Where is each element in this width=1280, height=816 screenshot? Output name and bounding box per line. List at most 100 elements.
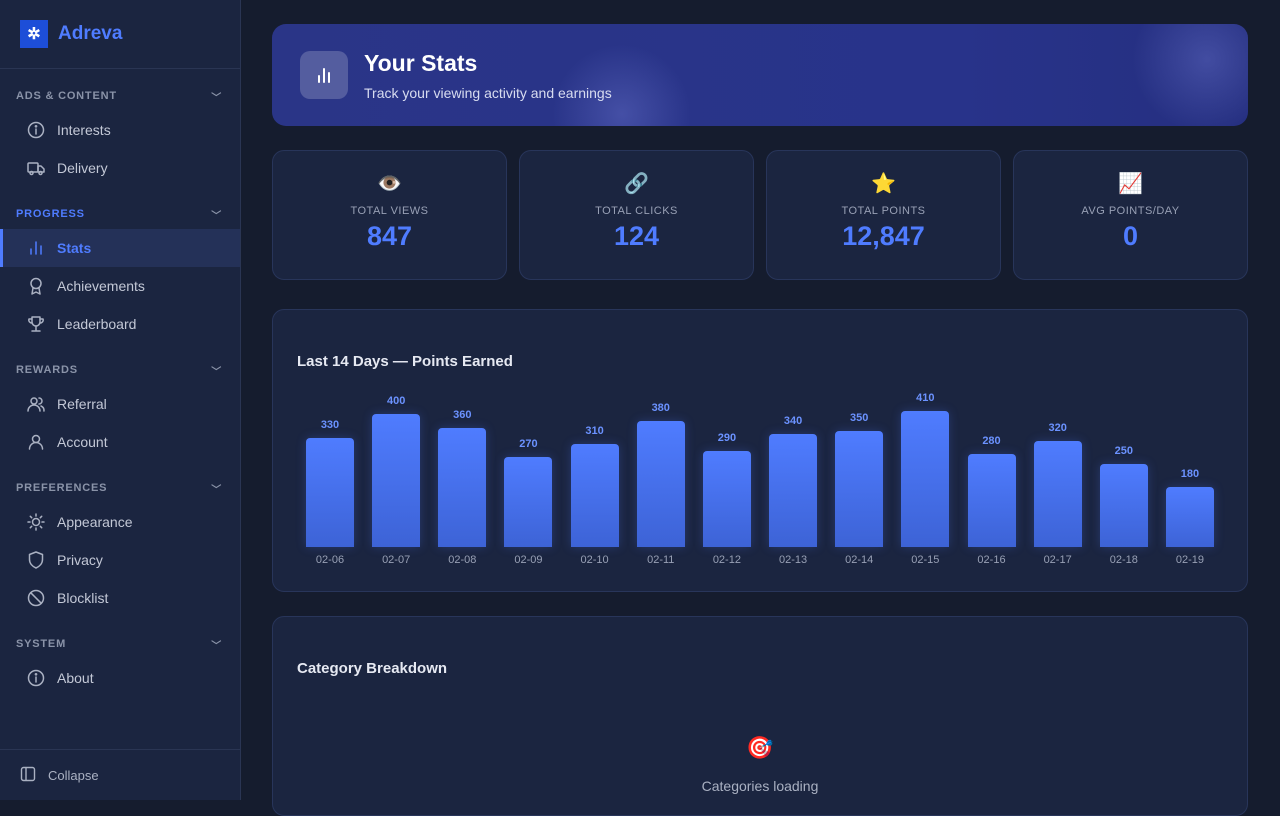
section-label: PROGRESS [16,208,85,220]
chevron-down-icon: ﹀ [211,366,222,378]
bar-02-12[interactable] [702,450,751,547]
x-tick-label: 02-08 [448,554,477,566]
bar-02-06[interactable] [306,437,354,547]
bar-02-10[interactable] [570,444,619,547]
sidebar-item-delivery[interactable]: Delivery [0,149,240,187]
sidebar: ✲ Adreva ADS & CONTENT ﹀ Interests Delivery… [0,0,241,800]
bar-02-18[interactable] [1099,464,1148,547]
sidebar-item-label: About [57,670,94,686]
stat-label: TOTAL CLICKS [595,205,678,217]
x-tick-label: 02-15 [911,554,940,566]
info-icon [26,120,46,140]
bar-value-label: 400 [386,395,406,408]
brand[interactable]: ✲ Adreva [0,0,240,69]
x-tick-label: 02-14 [845,554,874,566]
logo-icon: ✲ [20,20,48,48]
sidebar-item-blocklist[interactable]: Blocklist [0,579,240,617]
stat-emoji-icon: 🔗 [624,173,649,195]
section-header-rewards[interactable]: REWARDS ﹀ [0,359,240,381]
sidebar-item-label: Interests [57,122,111,138]
section-header-progress[interactable]: PROGRESS ﹀ [0,203,240,225]
section-header-ads-content[interactable]: ADS & CONTENT ﹀ [0,85,240,107]
section-header-system[interactable]: SYSTEM ﹀ [0,633,240,655]
bar-value-label: 350 [850,411,869,424]
x-tick-label: 02-07 [382,554,411,566]
section-label: PREFERENCES [16,482,108,494]
sidebar-item-achievements[interactable]: Achievements [0,267,240,305]
award-icon [26,276,46,296]
bar-02-13[interactable] [769,434,818,547]
sidebar-item-leaderboard[interactable]: Leaderboard [0,305,240,343]
sidebar-item-label: Leaderboard [57,316,137,332]
bar-02-16[interactable] [967,454,1016,547]
stat-label: AVG POINTS/DAY [1081,205,1180,217]
section-header-preferences[interactable]: PREFERENCES ﹀ [0,477,240,499]
stat-card-total-points: ⭐ TOTAL POINTS 12,847 [766,150,1001,280]
sidebar-item-referral[interactable]: Referral [0,385,240,423]
chevron-down-icon: ﹀ [211,210,222,222]
bar-02-08[interactable] [438,427,487,547]
bar-value-label: 320 [1048,421,1067,434]
sidebar-panel-icon [20,766,36,785]
bar-value-label: 270 [519,438,538,451]
shield-icon [26,550,46,570]
x-tick-label: 02-06 [315,554,345,566]
stat-label: TOTAL POINTS [841,205,926,217]
sidebar-item-appearance[interactable]: Appearance [0,503,240,541]
sun-icon [26,512,46,532]
sidebar-item-label: Stats [57,240,92,256]
x-tick-label: 02-11 [647,554,675,566]
sidebar-item-label: Privacy [57,552,103,568]
category-status: Categories loading [701,778,819,794]
sidebar-item-label: Delivery [57,160,108,176]
bar-02-11[interactable] [636,420,685,547]
stat-card-total-views: 👁️ TOTAL VIEWS 847 [272,150,507,280]
target-icon: 🎯 [746,735,774,760]
points-chart-panel: Last 14 Days — Points Earned 330 02-06 400… [272,309,1248,592]
bar-02-14[interactable] [835,430,884,547]
sidebar-item-about[interactable]: About [0,659,240,697]
bar-02-09[interactable] [504,457,553,547]
bar-02-19[interactable] [1165,487,1214,547]
bar-value-label: 290 [717,431,737,444]
page-title: Your Stats [364,50,478,76]
collapse-label: Collapse [48,767,99,783]
bar-02-15[interactable] [901,411,950,547]
sidebar-item-label: Account [57,434,108,450]
chevron-down-icon: ﹀ [211,640,222,652]
stat-value: 847 [366,221,413,251]
sidebar-item-stats[interactable]: Stats [0,229,240,267]
bar-chart-icon [300,51,348,99]
x-tick-label: 02-19 [1175,554,1204,566]
glow-decoration [1132,24,1248,126]
category-title: Category Breakdown [297,660,448,677]
trophy-icon [26,314,46,334]
sidebar-item-label: Achievements [57,278,145,294]
section-label: REWARDS [16,364,78,376]
stat-emoji-icon: 📈 [1118,173,1143,195]
user-icon [26,432,46,452]
section-label: SYSTEM [16,638,67,650]
x-tick-label: 02-12 [712,554,741,566]
bar-02-07[interactable] [372,414,421,547]
stat-card-avg-points-day: 📈 AVG POINTS/DAY 0 [1013,150,1248,280]
bar-value-label: 410 [916,392,935,404]
users-icon [26,394,46,414]
sidebar-nav: ADS & CONTENT ﹀ Interests Delivery PROGRESS ﹀… [0,85,240,697]
page-subtitle: Track your viewing activity and earnings [364,85,612,101]
bar-02-17[interactable] [1033,440,1082,547]
sidebar-item-account[interactable]: Account [0,423,240,461]
sidebar-item-interests[interactable]: Interests [0,111,240,149]
stat-value: 0 [1122,221,1139,251]
ban-icon [26,588,46,608]
sidebar-item-label: Blocklist [57,590,109,606]
bar-value-label: 330 [320,418,340,431]
info-icon [26,668,46,688]
sidebar-item-privacy[interactable]: Privacy [0,541,240,579]
x-tick-label: 02-16 [977,554,1006,566]
sidebar-item-label: Referral [57,396,107,412]
x-tick-label: 02-13 [778,554,808,566]
x-tick-label: 02-18 [1109,554,1138,566]
collapse-button[interactable]: Collapse [0,749,240,800]
bar-value-label: 250 [1114,445,1133,458]
